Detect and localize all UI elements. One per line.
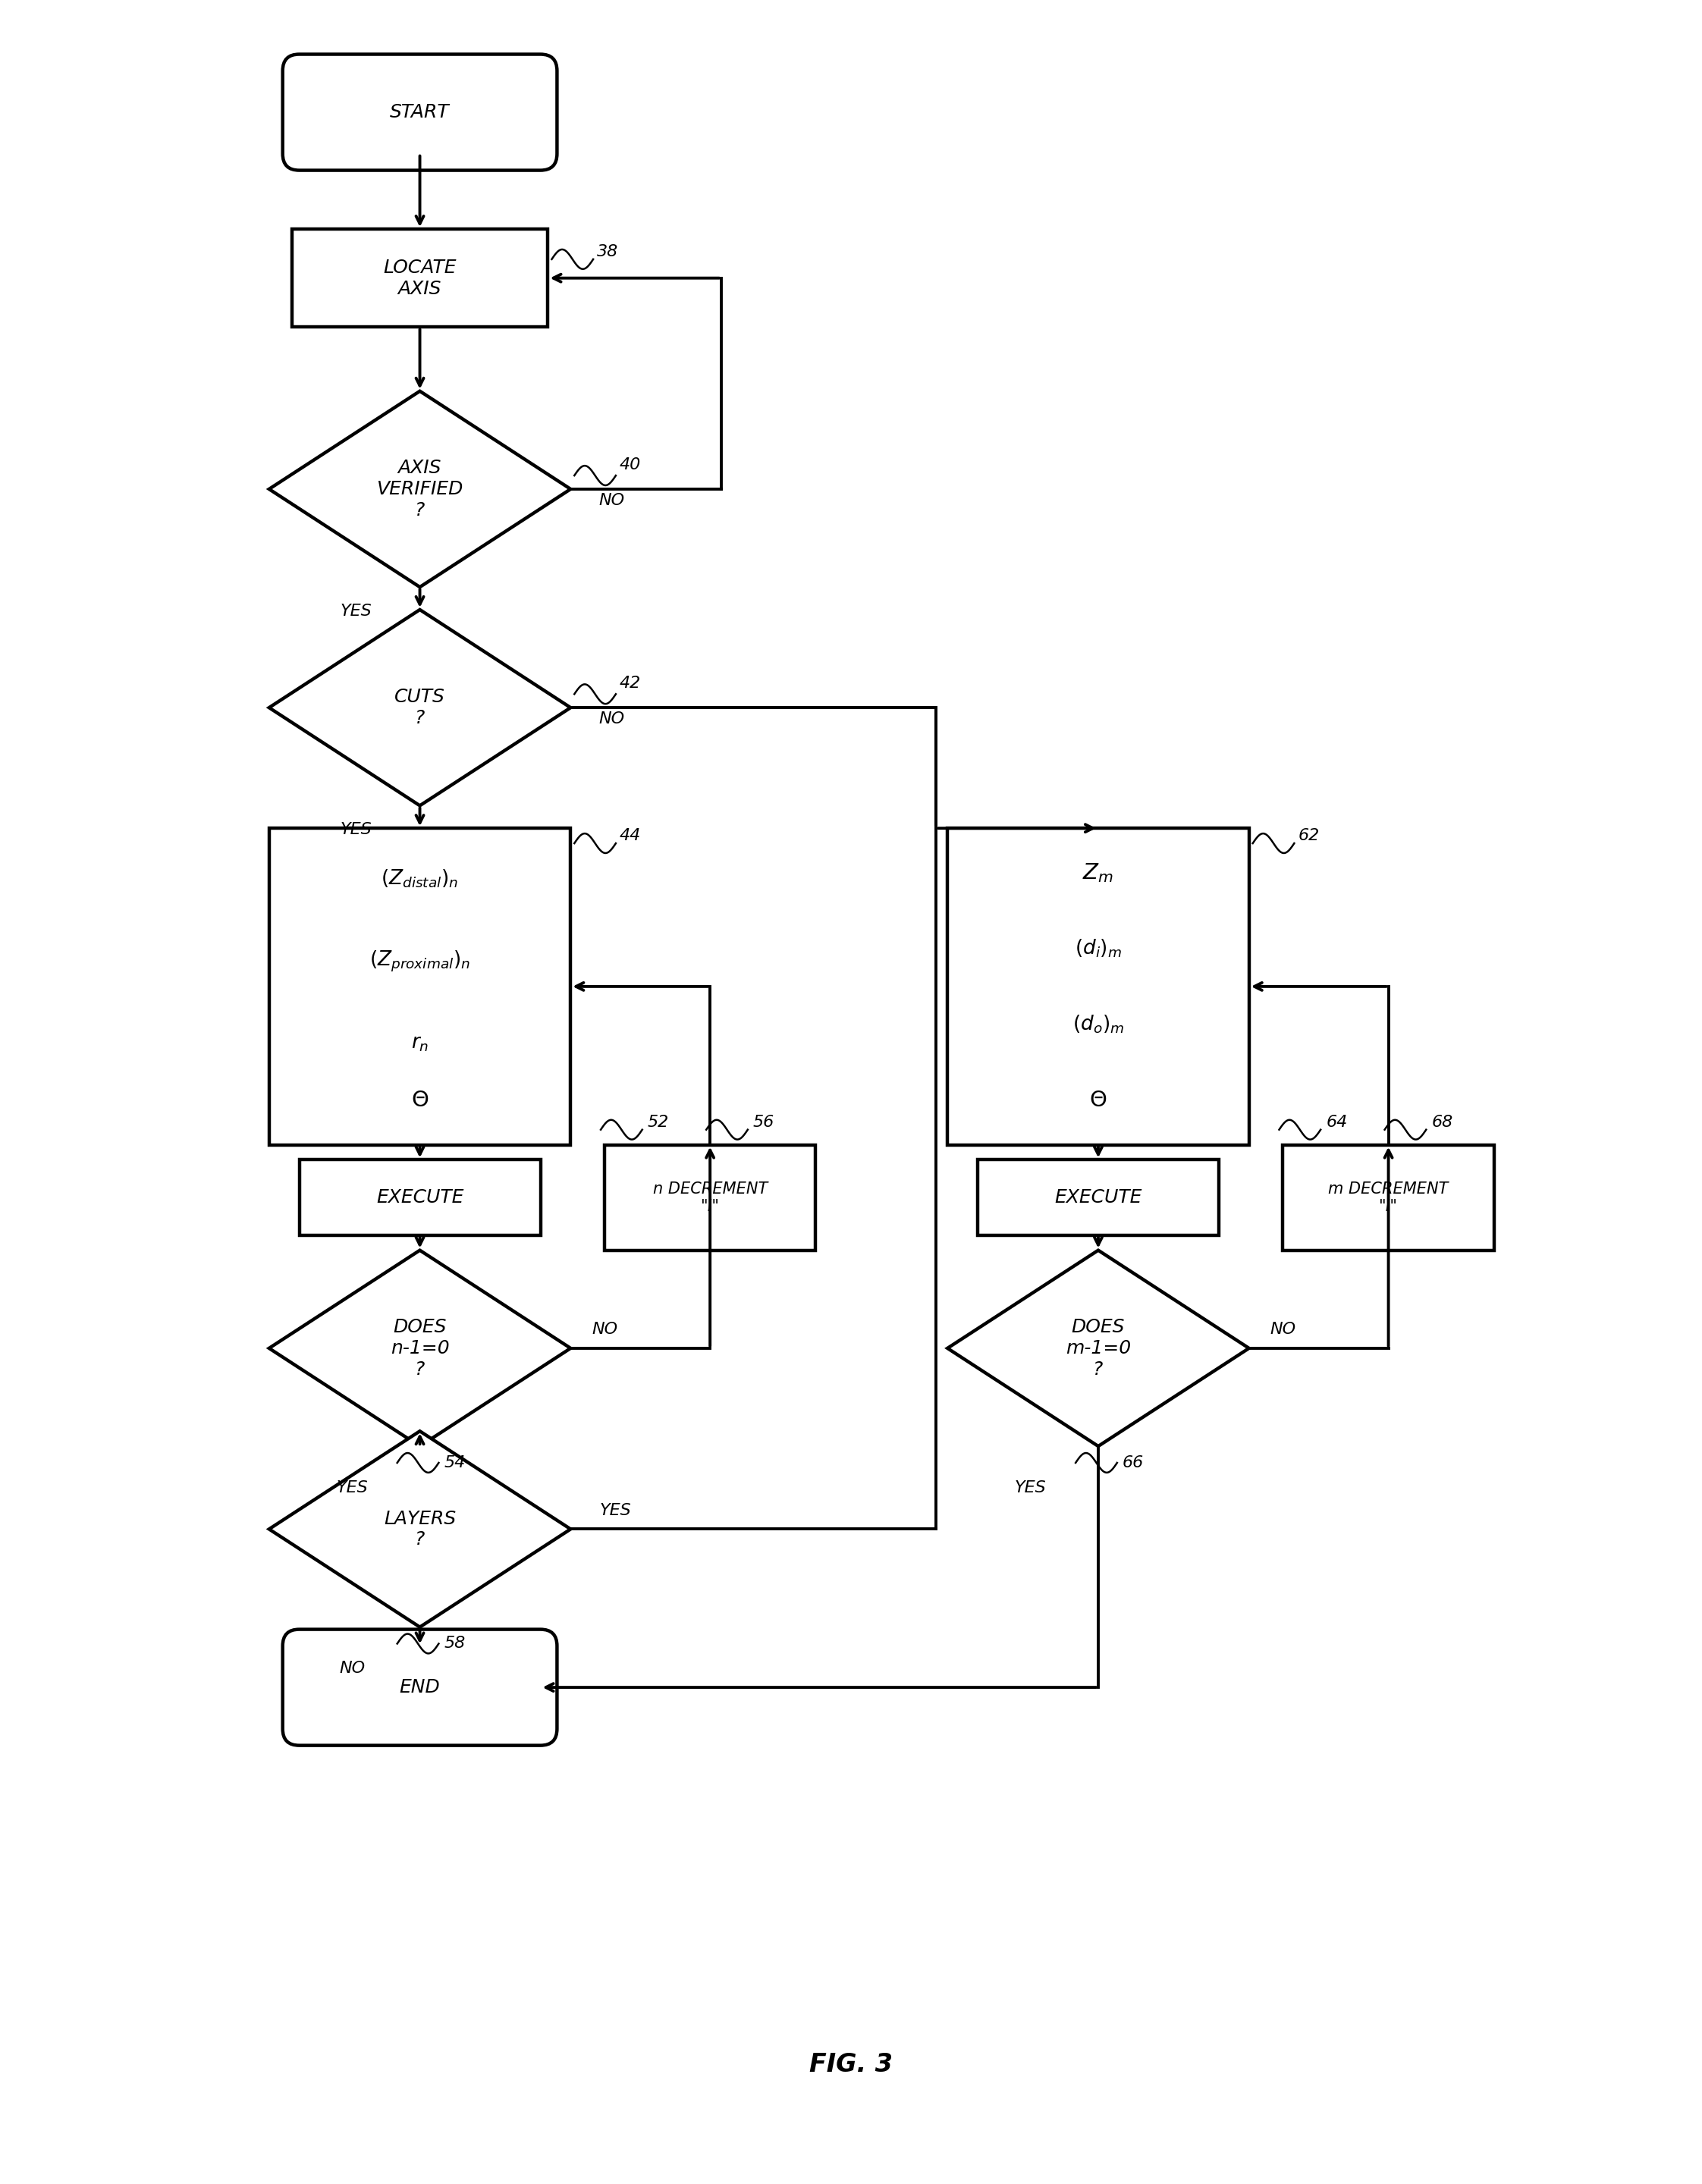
Text: $(d_i)_m$: $(d_i)_m$ [1074,937,1122,959]
Text: START: START [390,103,449,122]
Text: NO: NO [1270,1321,1295,1337]
Text: FIG. 3: FIG. 3 [808,2051,894,2077]
Text: DOES
n-1=0
?: DOES n-1=0 ? [390,1319,449,1378]
Text: NO: NO [599,494,625,509]
Text: AXIS
VERIFIED
?: AXIS VERIFIED ? [376,459,463,520]
Text: NO: NO [339,1662,364,1675]
Text: 52: 52 [647,1114,669,1129]
Text: CUTS
?: CUTS ? [395,688,446,727]
Text: 62: 62 [1299,828,1319,843]
Text: $(d_o)_m$: $(d_o)_m$ [1072,1013,1123,1035]
Bar [291,229,548,328]
Text: 56: 56 [752,1114,774,1129]
Text: LAYERS
?: LAYERS ? [383,1509,456,1548]
Text: $(Z_{proximal})_n$: $(Z_{proximal})_n$ [369,948,470,974]
Text: 44: 44 [620,828,642,843]
Text: $\Theta$: $\Theta$ [1089,1090,1106,1112]
Text: 58: 58 [444,1636,465,1651]
Text: YES: YES [340,603,371,618]
Text: 64: 64 [1326,1114,1348,1129]
Text: 42: 42 [620,675,642,690]
Text: NO: NO [599,712,625,727]
Text: END: END [400,1677,441,1697]
Text: 38: 38 [597,245,618,260]
Text: 40: 40 [620,456,642,472]
Text: YES: YES [1014,1481,1047,1496]
FancyBboxPatch shape [283,1629,557,1745]
Text: $r_n$: $r_n$ [410,1033,429,1053]
Polygon shape [269,1249,570,1446]
Text: LOCATE
AXIS: LOCATE AXIS [383,258,456,297]
Text: $(Z_{distal})_n$: $(Z_{distal})_n$ [381,867,458,889]
Polygon shape [269,1431,570,1627]
Bar [1283,1144,1494,1249]
Text: YES: YES [601,1503,631,1518]
Text: 66: 66 [1122,1455,1144,1470]
Bar [977,1160,1219,1236]
Bar [269,828,570,1144]
Text: $Z_m$: $Z_m$ [1082,860,1113,885]
Text: n DECREMENT
"i": n DECREMENT "i" [652,1182,768,1214]
Polygon shape [269,609,570,806]
Text: $\Theta$: $\Theta$ [410,1090,429,1112]
Bar [300,1160,541,1236]
Text: DOES
m-1=0
?: DOES m-1=0 ? [1065,1319,1130,1378]
FancyBboxPatch shape [283,55,557,170]
Text: 54: 54 [444,1455,465,1470]
Text: m DECREMENT
"i": m DECREMENT "i" [1328,1182,1448,1214]
Bar [604,1144,815,1249]
Text: EXECUTE: EXECUTE [1055,1188,1142,1206]
Polygon shape [269,391,570,587]
Text: EXECUTE: EXECUTE [376,1188,463,1206]
Text: NO: NO [592,1321,618,1337]
Text: YES: YES [337,1481,368,1496]
Text: 68: 68 [1431,1114,1454,1129]
Text: YES: YES [340,821,371,836]
Polygon shape [948,1249,1249,1446]
Bar [948,828,1249,1144]
